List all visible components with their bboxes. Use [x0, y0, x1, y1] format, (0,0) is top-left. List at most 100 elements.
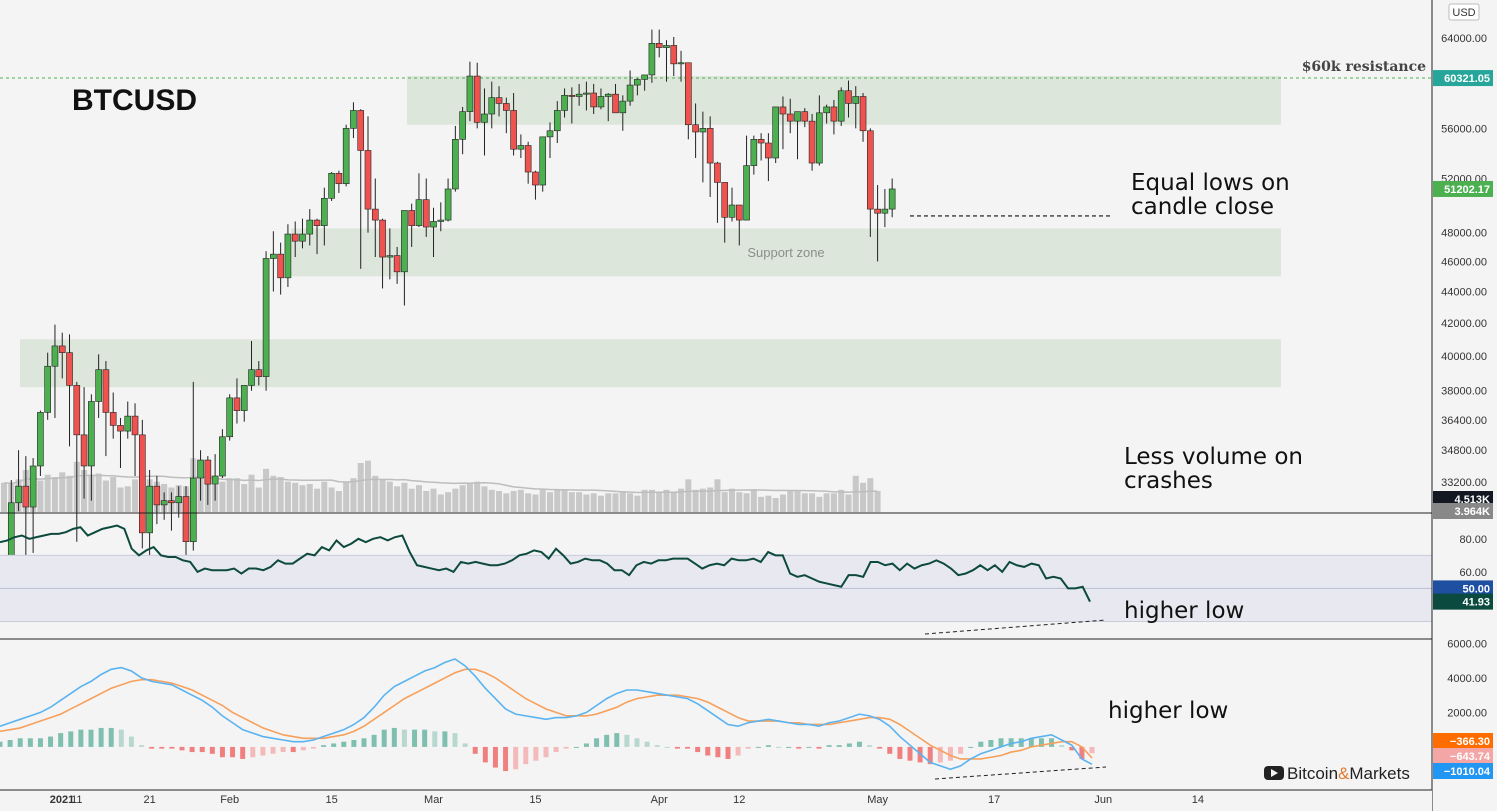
branding[interactable]: Bitcoin&Markets	[1264, 764, 1410, 783]
candle-body[interactable]	[29, 465, 37, 508]
candle-body[interactable]	[728, 204, 736, 218]
candle-body[interactable]	[299, 233, 306, 242]
candle-body[interactable]	[794, 111, 801, 122]
candle-body[interactable]	[786, 113, 794, 122]
candle-body[interactable]	[692, 124, 699, 133]
candle-body[interactable]	[357, 110, 365, 151]
candle-body[interactable]	[117, 425, 124, 432]
candle-body[interactable]	[437, 219, 445, 222]
candle-body[interactable]	[379, 219, 386, 258]
candle-body[interactable]	[874, 208, 881, 214]
candle-body[interactable]	[408, 210, 415, 226]
candle-body[interactable]	[481, 113, 488, 123]
candle-body[interactable]	[859, 96, 867, 132]
candle-body[interactable]	[233, 397, 241, 411]
candle-body[interactable]	[401, 210, 408, 273]
macd-pane[interactable]	[0, 658, 1107, 780]
candle-body[interactable]	[168, 500, 175, 504]
candle-body[interactable]	[473, 75, 481, 123]
candle-body[interactable]	[80, 434, 88, 467]
candle-body[interactable]	[306, 219, 314, 235]
candle-body[interactable]	[517, 145, 525, 150]
candle-body[interactable]	[750, 139, 758, 166]
candle-body[interactable]	[735, 204, 743, 221]
candle-body[interactable]	[772, 106, 779, 159]
candle-body[interactable]	[714, 162, 721, 183]
candle-body[interactable]	[219, 436, 226, 477]
candle-body[interactable]	[757, 139, 765, 144]
candle-body[interactable]	[95, 369, 102, 402]
candle-body[interactable]	[182, 496, 190, 543]
candle-body[interactable]	[663, 45, 670, 48]
candle-body[interactable]	[590, 92, 597, 108]
candle-body[interactable]	[248, 369, 255, 386]
candle-body[interactable]	[211, 475, 219, 485]
candle-body[interactable]	[139, 434, 146, 534]
candle-body[interactable]	[670, 45, 678, 65]
candle-body[interactable]	[415, 199, 423, 226]
candle-body[interactable]	[495, 97, 503, 104]
candle-body[interactable]	[867, 130, 874, 210]
candle-body[interactable]	[342, 128, 350, 185]
candle-body[interactable]	[583, 92, 590, 95]
candle-body[interactable]	[175, 496, 183, 504]
candle-body[interactable]	[721, 182, 729, 218]
candle-body[interactable]	[503, 103, 510, 111]
candle-body[interactable]	[808, 120, 816, 164]
candle-body[interactable]	[685, 62, 692, 126]
candle-body[interactable]	[881, 208, 889, 214]
candlesticks[interactable]	[0, 29, 1112, 598]
candle-body[interactable]	[270, 253, 277, 259]
candle-body[interactable]	[102, 369, 110, 413]
candle-body[interactable]	[655, 43, 663, 48]
candle-body[interactable]	[328, 173, 335, 199]
candle-body[interactable]	[204, 459, 212, 485]
candle-body[interactable]	[823, 106, 830, 114]
candle-body[interactable]	[779, 106, 787, 115]
candle-body[interactable]	[888, 188, 896, 210]
candle-body[interactable]	[575, 93, 583, 97]
candle-body[interactable]	[837, 90, 845, 122]
currency-badge[interactable]	[1448, 3, 1480, 21]
candle-body[interactable]	[66, 352, 73, 386]
candle-body[interactable]	[510, 110, 517, 150]
candle-body[interactable]	[626, 84, 634, 102]
candle-body[interactable]	[226, 397, 233, 438]
pane-dividers[interactable]	[0, 512, 1497, 640]
candle-body[interactable]	[284, 233, 292, 279]
candle-body[interactable]	[597, 96, 605, 108]
candle-body[interactable]	[160, 500, 168, 506]
candle-body[interactable]	[452, 139, 459, 190]
candle-body[interactable]	[845, 90, 852, 104]
candle-body[interactable]	[706, 128, 714, 164]
candle-body[interactable]	[561, 95, 568, 111]
candle-body[interactable]	[553, 110, 561, 132]
candle-body[interactable]	[488, 97, 496, 115]
candle-body[interactable]	[131, 415, 139, 436]
macd-signal-line[interactable]	[0, 668, 1093, 760]
candle-body[interactable]	[386, 255, 394, 258]
candle-body[interactable]	[699, 128, 707, 133]
candle-body[interactable]	[189, 477, 197, 543]
candle-body[interactable]	[619, 100, 627, 114]
candle-body[interactable]	[430, 221, 437, 228]
candle-body[interactable]	[852, 96, 860, 104]
candle-body[interactable]	[58, 345, 66, 353]
candle-body[interactable]	[604, 93, 612, 97]
candle-body[interactable]	[393, 255, 401, 273]
candle-body[interactable]	[313, 219, 321, 226]
candle-body[interactable]	[240, 385, 248, 411]
candle-body[interactable]	[830, 106, 838, 122]
candle-body[interactable]	[321, 197, 328, 226]
candle-body[interactable]	[153, 485, 161, 506]
candle-body[interactable]	[546, 130, 554, 138]
candle-body[interactable]	[371, 208, 379, 221]
candle-body[interactable]	[22, 485, 30, 508]
candle-body[interactable]	[532, 171, 539, 186]
candle-body[interactable]	[612, 93, 619, 114]
candle-body[interactable]	[801, 111, 809, 122]
candle-body[interactable]	[197, 459, 204, 479]
rsi-line[interactable]	[0, 524, 1091, 603]
candle-body[interactable]	[124, 415, 132, 432]
